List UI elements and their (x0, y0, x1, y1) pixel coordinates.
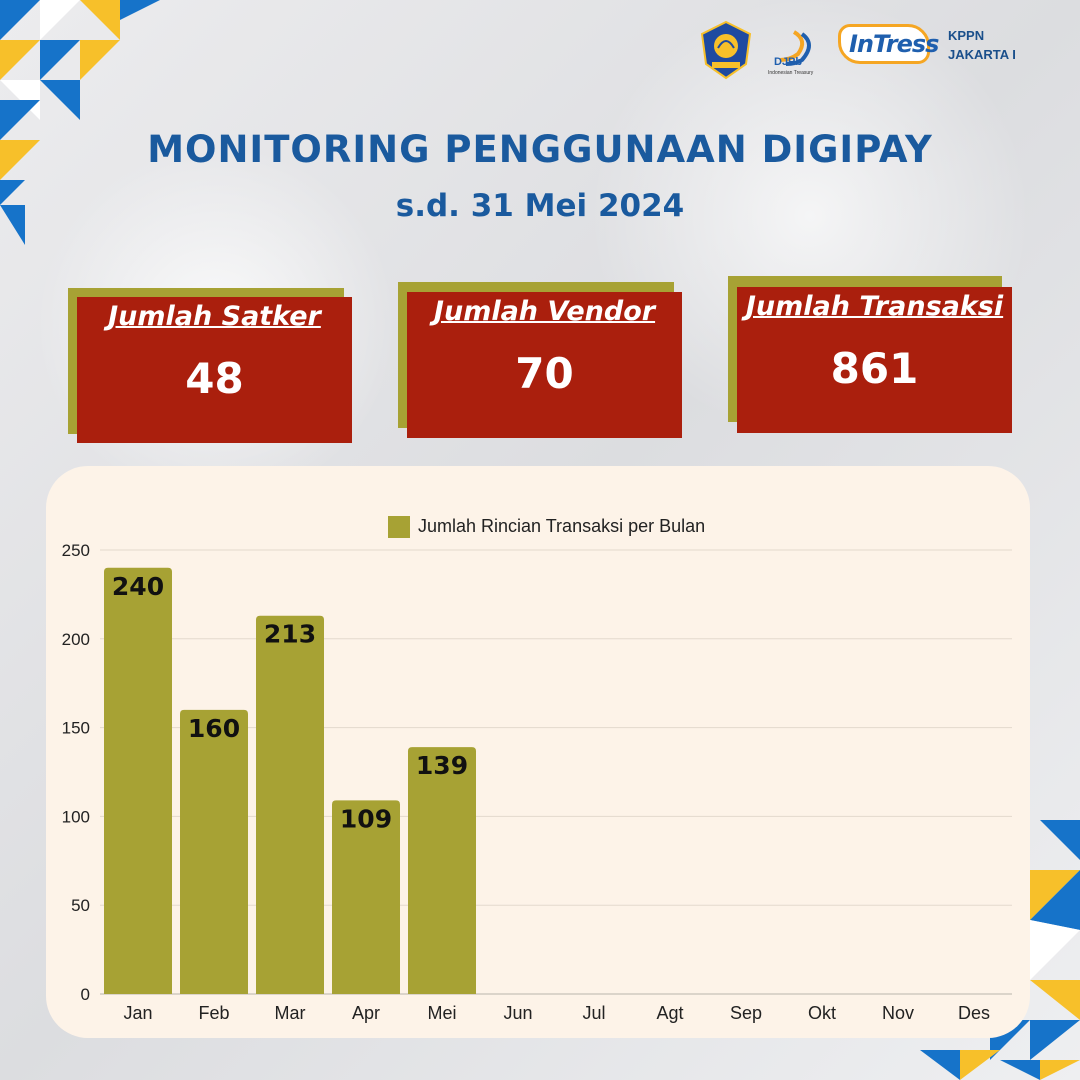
stat-label: Jumlah Vendor (433, 296, 656, 327)
stat-value: 48 (185, 354, 244, 403)
corner-decoration-top-left (0, 0, 160, 245)
kemenkeu-logo-icon (700, 20, 752, 80)
header-logos: DJPb Indonesian Treasury InTress KPPN JA… (696, 18, 1056, 82)
stat-value: 70 (515, 349, 574, 398)
stat-value: 861 (830, 344, 919, 393)
office-line-1: KPPN (948, 28, 985, 43)
djpb-logo-icon (779, 30, 811, 66)
djpb-label: DJPb (774, 56, 803, 68)
chart-panel (46, 466, 1030, 1038)
intress-label: InTress (849, 30, 939, 58)
stat-card-satker: Jumlah Satker 48 (77, 297, 352, 443)
stat-card-transaksi: Jumlah Transaksi 861 (737, 287, 1012, 433)
page-subtitle: s.d. 31 Mei 2024 (395, 188, 685, 224)
stat-label: Jumlah Satker (108, 301, 321, 332)
stat-card-vendor: Jumlah Vendor 70 (407, 292, 682, 438)
intress-logo: InTress (838, 24, 939, 64)
stat-label: Jumlah Transaksi (745, 291, 1004, 322)
office-line-2: JAKARTA I (948, 47, 1016, 62)
office-name: KPPN JAKARTA I (948, 26, 1016, 64)
djpb-subtitle: Indonesian Treasury (768, 70, 814, 76)
page-title: MONITORING PENGGUNAAN DIGIPAY (147, 128, 933, 171)
